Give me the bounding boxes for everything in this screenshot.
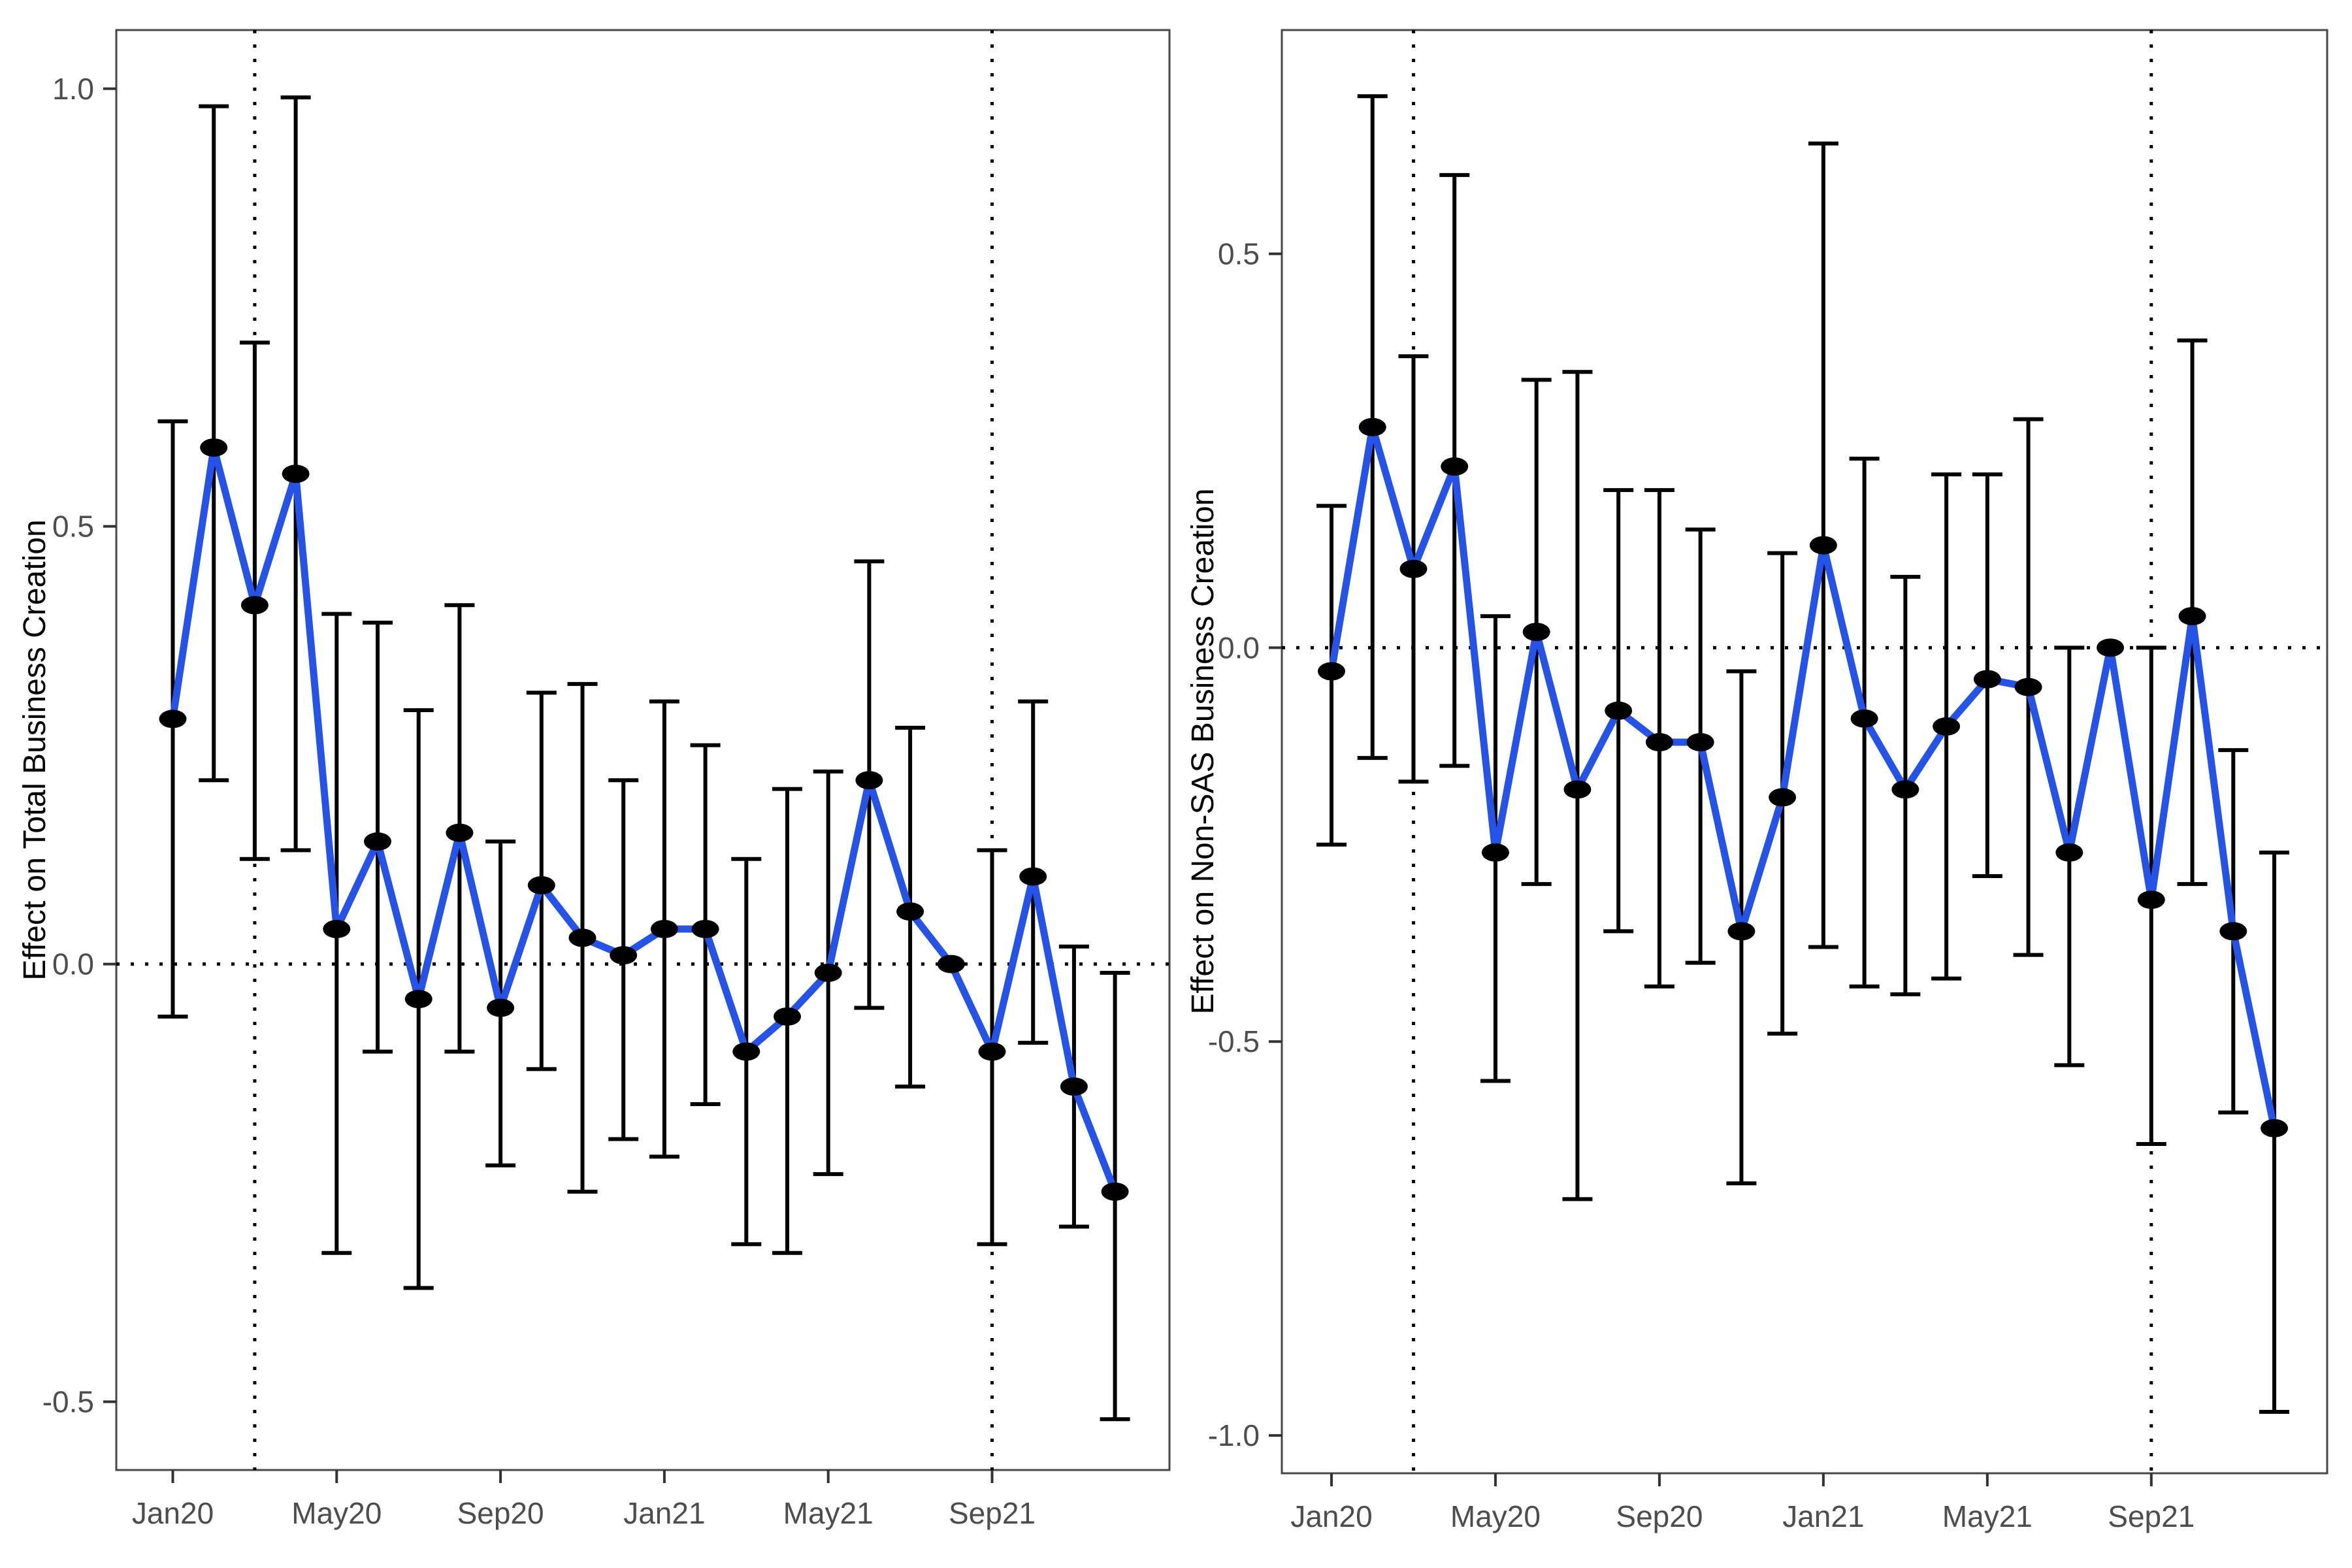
panel-border xyxy=(115,29,1171,1471)
x-tick-label: Jan21 xyxy=(623,1496,705,1530)
data-point-Nov20 xyxy=(1727,922,1756,941)
y-tick-label: 0.0 xyxy=(1218,630,1260,664)
data-point-Jan20 xyxy=(159,710,187,728)
trend-line xyxy=(1328,423,2278,1132)
y-axis-ticks: 1.0 0.5 0.0 -0.5 xyxy=(42,72,116,1418)
x-tick-label: May20 xyxy=(1450,1499,1541,1533)
data-point-Apr21 xyxy=(1933,717,1961,736)
y-tick-label: 1.0 xyxy=(52,72,94,106)
data-point-Nov21 xyxy=(2219,922,2247,941)
right-chart-panel: 0.5 0.0 -0.5 -1.0 Jan20 May20 Sep20 Jan21 May21 S… xyxy=(1208,29,2328,1533)
data-point-May21 xyxy=(1973,670,2001,689)
data-point-Oct20 xyxy=(527,876,555,895)
data-point-Jul20 xyxy=(1563,780,1592,799)
data-point-Aug21 xyxy=(937,955,965,973)
data-point-Aug21 xyxy=(2097,638,2125,657)
left-chart-panel: 1.0 0.5 0.0 -0.5 Jan20 May20 Sep20 Jan21 May21 Se… xyxy=(42,29,1171,1530)
data-point-Jun20 xyxy=(364,832,391,851)
data-point-Dec21 xyxy=(1101,1182,1129,1201)
data-point-May20 xyxy=(323,919,351,938)
data-point-Oct21 xyxy=(2178,607,2206,626)
data-point-May21 xyxy=(814,963,842,982)
y-axis-title-right: Effect on Non-SAS Business Creation xyxy=(1186,488,1220,1015)
data-point-Jan20 xyxy=(1318,662,1345,681)
data-point-Aug20 xyxy=(1605,701,1633,720)
x-axis-ticks: Jan20 May20 Sep20 Jan21 May21 Sep21 xyxy=(132,1470,1036,1530)
data-point-Mar20 xyxy=(1399,559,1428,578)
data-point-Feb20 xyxy=(200,438,228,457)
y-tick-label: -0.5 xyxy=(42,1384,94,1418)
x-tick-label: May21 xyxy=(783,1496,874,1530)
data-point-Apr21 xyxy=(774,1007,801,1026)
x-tick-label: Sep20 xyxy=(1616,1499,1703,1533)
data-point-Mar21 xyxy=(1891,780,1919,799)
data-point-Feb20 xyxy=(1358,417,1386,436)
data-point-Jul21 xyxy=(896,902,924,921)
data-point-Jun21 xyxy=(855,771,883,790)
y-tick-label: -1.0 xyxy=(1208,1418,1260,1452)
data-points xyxy=(159,438,1129,1201)
reference-lines xyxy=(116,30,1169,1470)
data-point-Sep21 xyxy=(2137,890,2165,909)
data-point-Nov20 xyxy=(568,928,596,947)
data-point-Jan21 xyxy=(1809,536,1837,555)
y-tick-label: 0.5 xyxy=(52,510,94,544)
data-point-Feb21 xyxy=(1850,709,1878,728)
data-point-Mar21 xyxy=(732,1042,760,1061)
data-point-Oct20 xyxy=(1686,733,1714,752)
error-bars xyxy=(157,95,1130,1422)
data-point-Mar20 xyxy=(240,596,269,615)
x-tick-label: May21 xyxy=(1942,1499,2033,1533)
data-point-Jun21 xyxy=(2014,678,2042,696)
data-point-Apr20 xyxy=(282,465,310,483)
data-point-Oct21 xyxy=(1019,867,1047,886)
data-point-Jul21 xyxy=(2055,843,2083,862)
data-point-May20 xyxy=(1481,843,1509,862)
x-tick-label: Sep20 xyxy=(457,1496,544,1530)
x-tick-label: May20 xyxy=(291,1496,382,1530)
error-bars xyxy=(1316,94,2290,1414)
x-axis-ticks: Jan20 May20 Sep20 Jan21 May21 Sep21 xyxy=(1290,1473,2195,1533)
x-tick-label: Jan21 xyxy=(1782,1499,1864,1533)
data-point-Feb21 xyxy=(691,919,719,938)
trend-line xyxy=(169,444,1119,1196)
data-point-Sep21 xyxy=(978,1042,1006,1061)
x-tick-label: Sep21 xyxy=(949,1496,1036,1530)
data-points xyxy=(1318,417,2289,1137)
data-point-Sep20 xyxy=(487,998,515,1017)
x-tick-label: Jan20 xyxy=(132,1496,214,1530)
data-point-Jun20 xyxy=(1522,623,1550,642)
data-point-Apr20 xyxy=(1441,457,1469,476)
y-tick-label: 0.0 xyxy=(52,947,94,981)
panel-border xyxy=(1281,29,2328,1475)
x-tick-label: Sep21 xyxy=(2108,1499,2195,1533)
data-point-Sep20 xyxy=(1645,733,1673,752)
y-tick-label: -0.5 xyxy=(1208,1024,1260,1058)
y-axis-title-left: Effect on Total Business Creation xyxy=(18,519,52,981)
data-point-Jan21 xyxy=(650,919,678,938)
data-point-Jul20 xyxy=(404,990,433,1009)
data-point-Dec20 xyxy=(1769,788,1797,807)
x-tick-label: Jan20 xyxy=(1290,1499,1372,1533)
data-point-Dec20 xyxy=(610,946,638,965)
data-point-Dec21 xyxy=(2261,1119,2289,1137)
data-point-Aug20 xyxy=(446,823,474,842)
y-axis-ticks: 0.5 0.0 -0.5 -1.0 xyxy=(1208,237,1282,1452)
y-tick-label: 0.5 xyxy=(1218,237,1260,270)
data-point-Nov21 xyxy=(1060,1077,1088,1096)
